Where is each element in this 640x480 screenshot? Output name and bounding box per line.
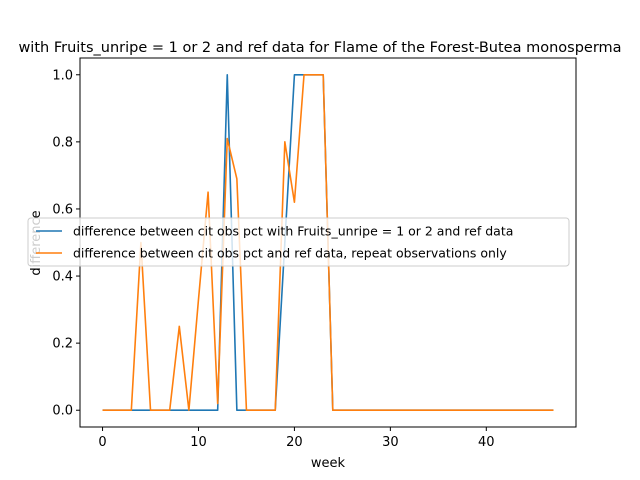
x-axis-label: week — [311, 456, 346, 471]
x-tick-label: 0 — [98, 435, 106, 450]
chart-title: with Fruits_unripe = 1 or 2 and ref data… — [18, 40, 621, 56]
x-tick-label: 30 — [382, 435, 399, 450]
x-tick-label: 20 — [286, 435, 303, 450]
legend: difference between cit obs pct with Frui… — [27, 217, 570, 267]
x-tick-label: 10 — [190, 435, 207, 450]
y-tick-label: 1.0 — [52, 68, 73, 83]
y-tick-label: 0.2 — [52, 337, 73, 352]
legend-entry-2: difference between cit obs pct and ref d… — [73, 246, 507, 261]
y-tick-label: 0.4 — [52, 270, 73, 285]
y-tick-label: 0.6 — [52, 202, 73, 217]
y-tick-label: 0.0 — [52, 404, 73, 419]
legend-box — [27, 217, 570, 267]
x-tick-label: 40 — [478, 435, 495, 450]
y-tick-label: 0.8 — [52, 135, 73, 150]
legend-entry-1: difference between cit obs pct with Frui… — [73, 224, 513, 239]
